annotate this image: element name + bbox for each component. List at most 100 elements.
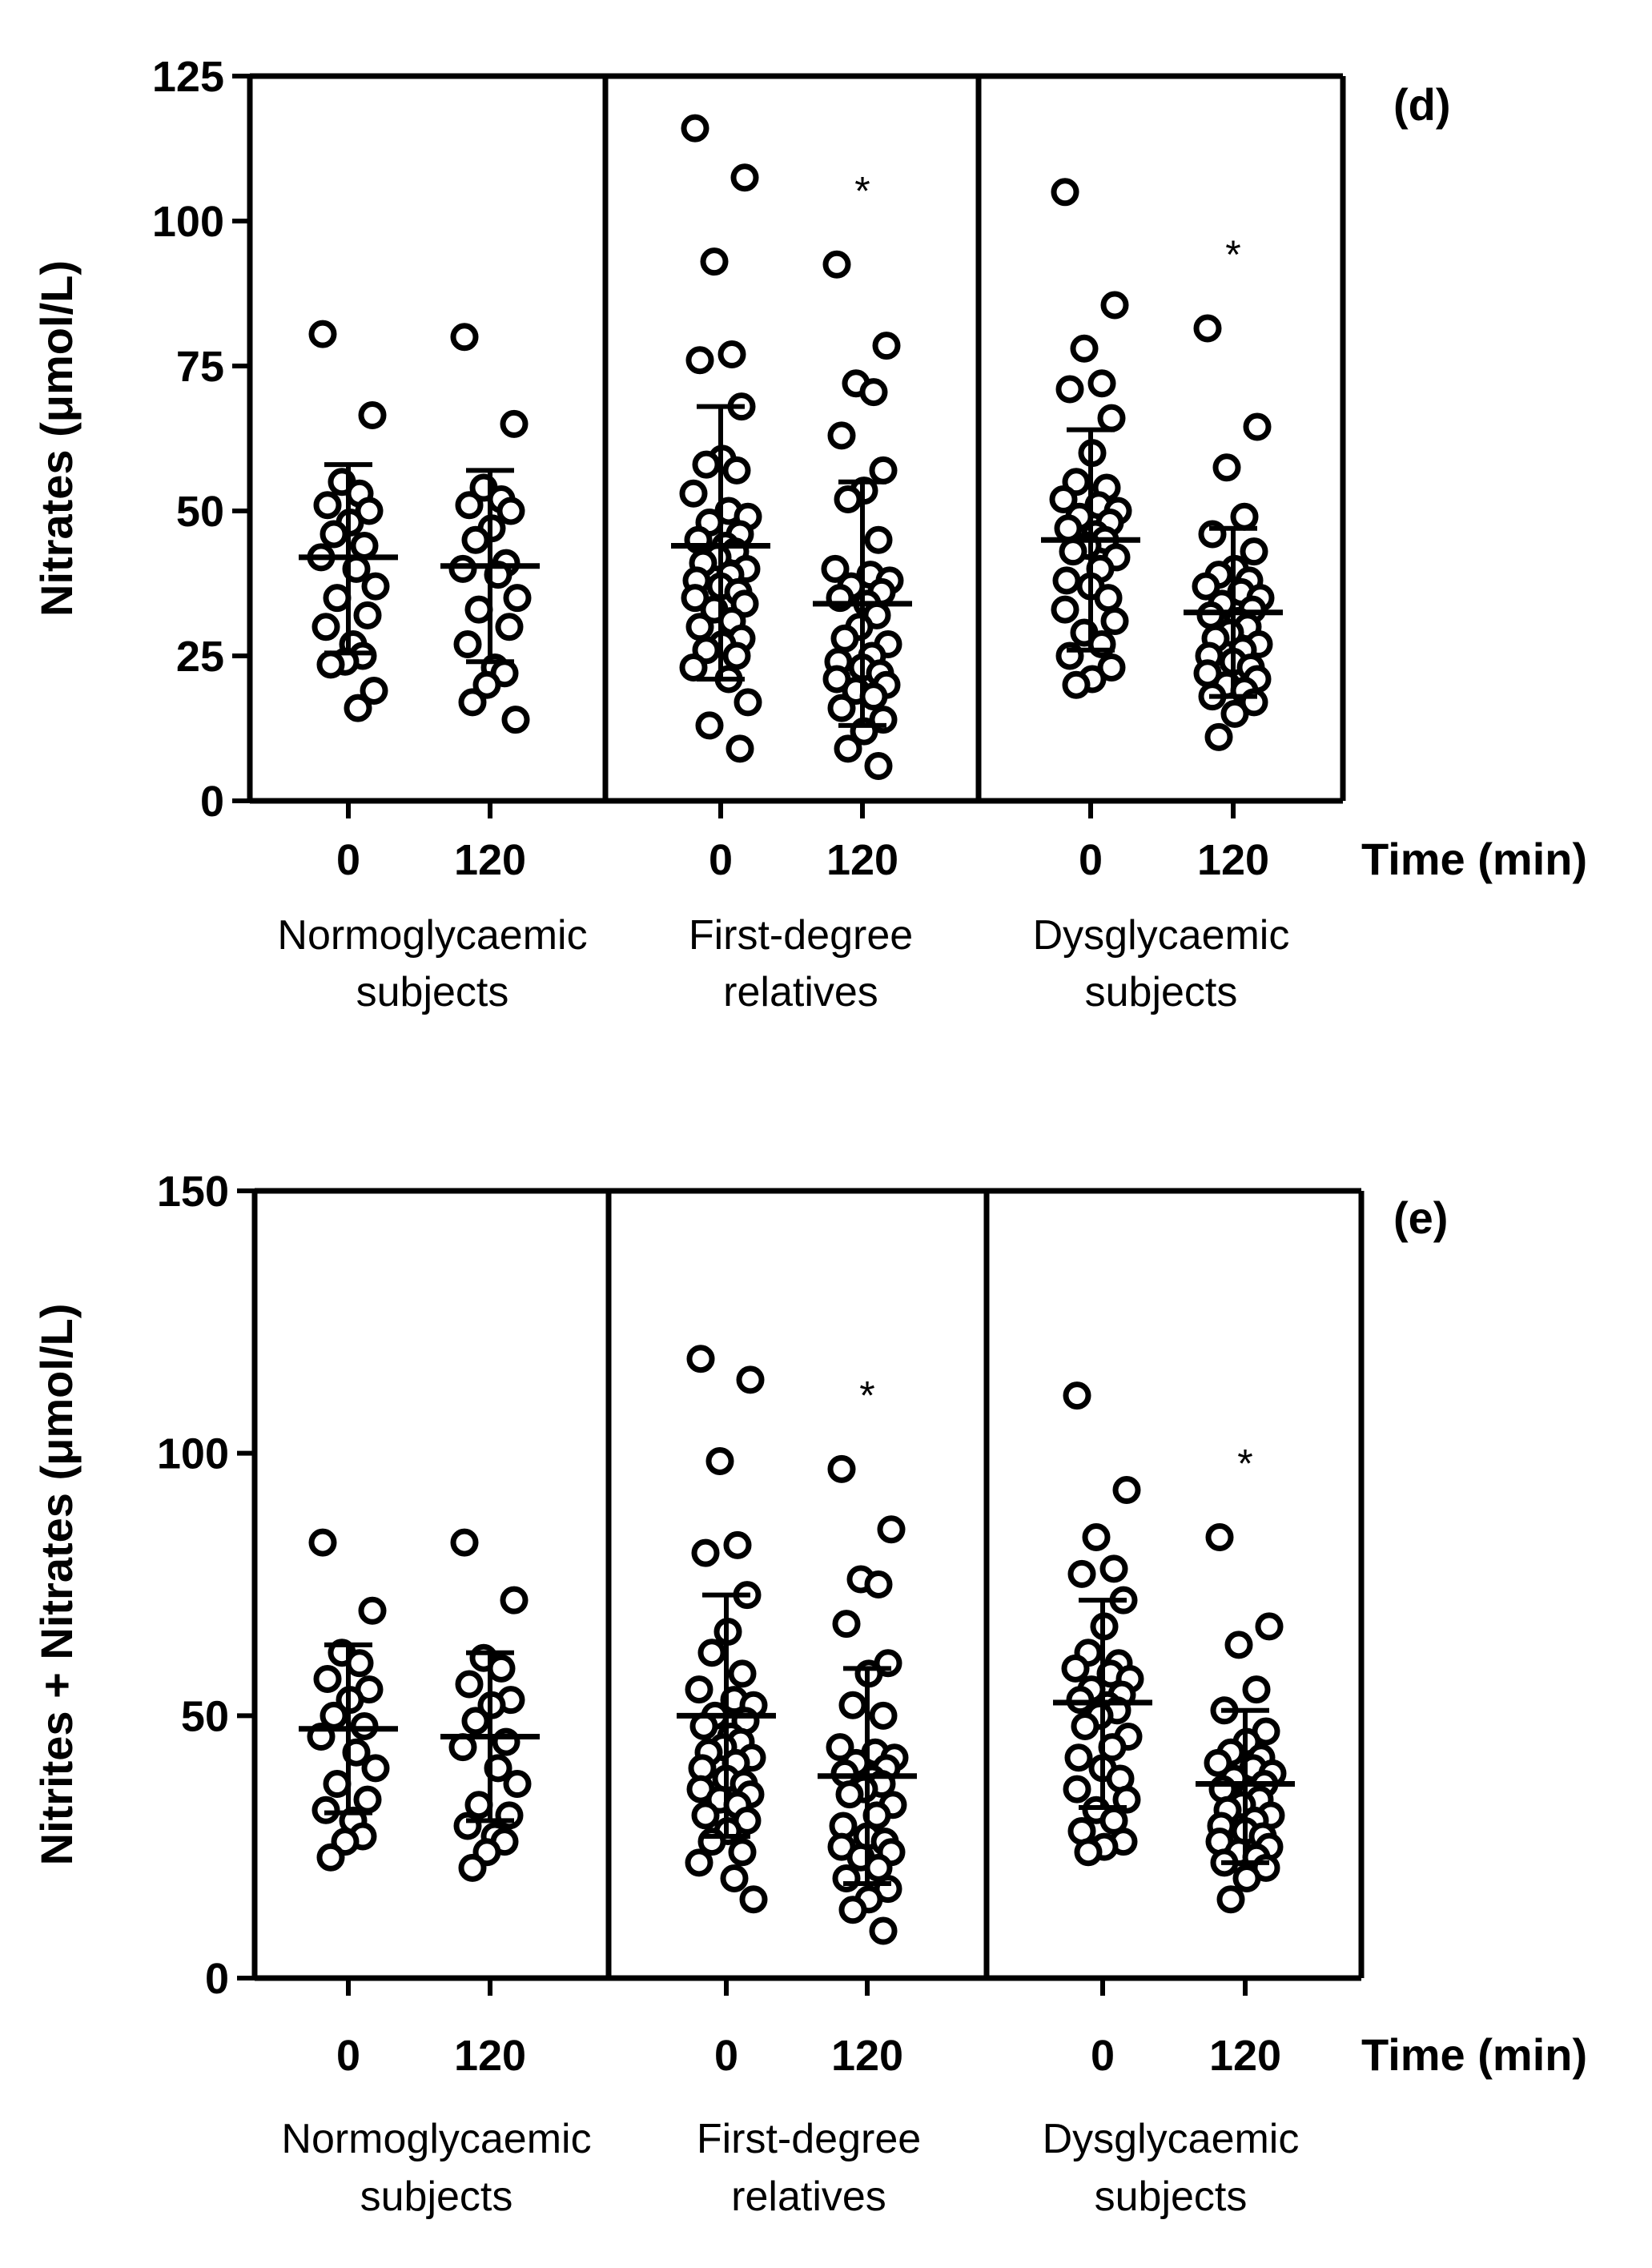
data-point xyxy=(1204,722,1233,751)
data-point xyxy=(501,706,530,734)
data-point xyxy=(736,1365,765,1394)
data-point xyxy=(869,1701,898,1730)
data-point xyxy=(830,624,859,653)
data-point xyxy=(686,1345,715,1373)
group-label-line2: subjects xyxy=(1085,969,1238,1015)
data-point xyxy=(1067,1559,1096,1588)
data-point xyxy=(1255,1612,1284,1641)
data-point xyxy=(1049,485,1078,514)
significance-star: * xyxy=(854,168,870,213)
data-point xyxy=(681,584,709,613)
data-point xyxy=(323,1770,352,1799)
data-point xyxy=(1220,699,1249,728)
data-point xyxy=(1071,1711,1099,1740)
panel-label: (d) xyxy=(1393,79,1451,130)
data-point xyxy=(691,1538,720,1567)
data-point xyxy=(695,711,724,740)
data-point xyxy=(1193,314,1222,343)
data-point xyxy=(1051,178,1079,207)
data-point xyxy=(496,497,525,525)
data-point xyxy=(353,601,382,629)
data-point xyxy=(734,688,762,717)
data-point xyxy=(1242,1675,1271,1704)
data-point xyxy=(312,1796,340,1824)
data-point xyxy=(450,323,479,352)
data-point xyxy=(826,1733,854,1762)
x-tick-label: 0 xyxy=(709,836,733,884)
data-point xyxy=(323,584,352,613)
data-point xyxy=(500,409,529,438)
data-point xyxy=(455,1670,484,1699)
data-point xyxy=(1192,572,1220,601)
data-point xyxy=(726,734,754,763)
data-point xyxy=(487,1654,516,1683)
y-axis-title: Nitrites + Nitrates (μmol/L) xyxy=(31,1304,82,1866)
data-point xyxy=(864,525,893,554)
data-point xyxy=(455,491,484,520)
data-point xyxy=(877,1515,906,1544)
data-point xyxy=(450,1528,479,1557)
data-point xyxy=(453,1812,482,1840)
x-tick-label: 0 xyxy=(1079,836,1103,884)
x-tick-label: 0 xyxy=(336,836,360,884)
data-point xyxy=(723,1530,752,1559)
group-label-line2: subjects xyxy=(1095,2174,1248,2220)
data-point xyxy=(458,1853,487,1882)
x-tick-label: 120 xyxy=(1197,836,1269,884)
data-point xyxy=(872,332,901,360)
data-point xyxy=(320,1701,348,1730)
data-point xyxy=(827,1454,856,1483)
y-tick-label: 50 xyxy=(181,1692,229,1740)
data-point xyxy=(1052,566,1081,595)
data-point xyxy=(313,491,342,520)
data-point xyxy=(1205,1523,1234,1552)
group-label-line2: relatives xyxy=(731,2174,886,2220)
y-tick-label: 0 xyxy=(200,778,224,826)
data-point xyxy=(316,650,345,679)
data-point xyxy=(679,479,708,508)
data-point xyxy=(834,734,862,763)
data-point xyxy=(350,531,379,560)
data-point xyxy=(705,1446,734,1475)
group-label-line2: subjects xyxy=(356,969,509,1015)
x-tick-label: 120 xyxy=(454,836,526,884)
data-point xyxy=(503,584,532,613)
data-point xyxy=(692,450,721,479)
data-point xyxy=(1051,595,1079,624)
data-point xyxy=(1204,1748,1232,1777)
x-axis-title: Time (min) xyxy=(1361,2029,1587,2080)
data-point xyxy=(308,1528,337,1557)
group-label-line1: Normoglycaemic xyxy=(277,912,587,959)
data-point xyxy=(345,1649,374,1678)
data-point xyxy=(453,630,482,659)
data-point xyxy=(308,320,337,348)
data-point xyxy=(697,1828,726,1856)
data-point xyxy=(685,613,714,641)
data-point xyxy=(358,1596,387,1625)
data-point xyxy=(821,554,850,583)
data-point xyxy=(722,641,751,670)
data-point xyxy=(500,1586,529,1615)
data-point xyxy=(864,752,893,781)
x-tick-label: 120 xyxy=(454,2032,526,2080)
data-point xyxy=(472,670,501,699)
data-point xyxy=(697,1639,726,1667)
y-tick-label: 125 xyxy=(152,53,224,101)
data-point xyxy=(722,456,751,485)
data-point xyxy=(1094,584,1123,613)
x-tick-label: 0 xyxy=(714,2032,738,2080)
data-point xyxy=(838,1896,867,1924)
data-point xyxy=(344,694,372,722)
data-point xyxy=(355,497,384,525)
data-point xyxy=(822,250,851,279)
data-point xyxy=(679,653,708,682)
data-point xyxy=(1099,1554,1128,1583)
data-point xyxy=(1243,412,1272,441)
data-point xyxy=(700,247,729,276)
data-point xyxy=(685,346,714,375)
data-point xyxy=(316,1843,345,1872)
data-point xyxy=(1074,1838,1103,1867)
data-point xyxy=(495,613,524,641)
group-label-line1: First-degree xyxy=(697,2116,921,2162)
data-point xyxy=(1054,514,1083,543)
